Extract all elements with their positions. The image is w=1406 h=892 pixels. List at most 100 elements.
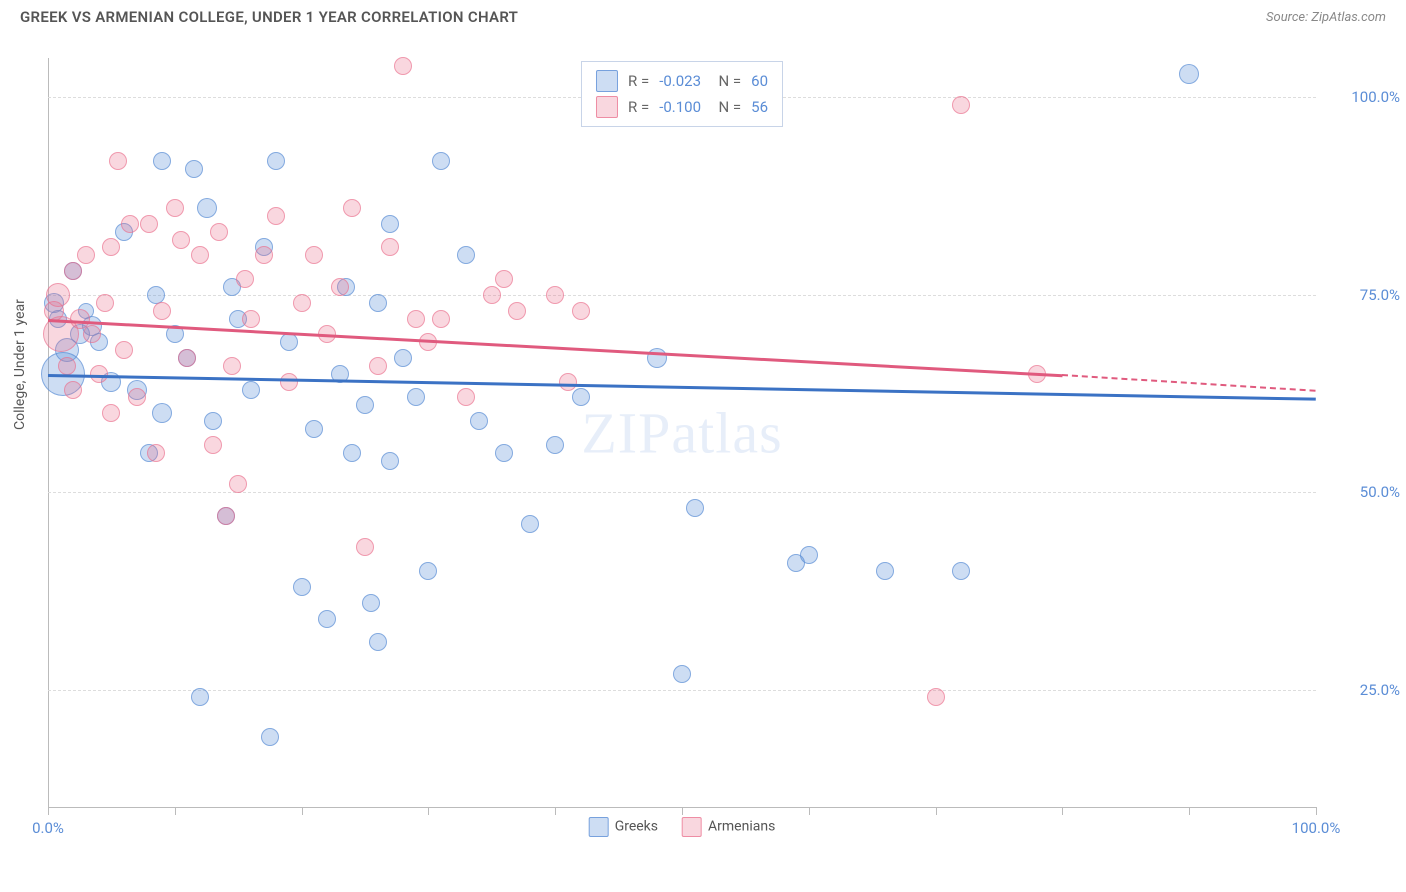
legend-n-value: 60: [751, 72, 768, 90]
scatter-point-greeks: [280, 333, 298, 351]
scatter-point-greeks: [800, 546, 818, 564]
scatter-point-armenians: [58, 357, 76, 375]
scatter-point-greeks: [362, 594, 380, 612]
legend-n-label: N =: [711, 98, 741, 116]
x-tick: [302, 807, 303, 815]
gridline: [48, 295, 1316, 296]
scatter-point-armenians: [483, 286, 501, 304]
scatter-point-armenians: [115, 341, 133, 359]
scatter-point-greeks: [1179, 64, 1199, 84]
watermark: ZIPatlas: [581, 399, 782, 466]
scatter-point-armenians: [96, 294, 114, 312]
chart-header: GREEK VS ARMENIAN COLLEGE, UNDER 1 YEAR …: [0, 0, 1406, 30]
legend-row: R =-0.100 N =56: [596, 94, 768, 120]
scatter-point-greeks: [407, 388, 425, 406]
scatter-point-armenians: [70, 309, 90, 329]
legend-r-value: -0.023: [659, 72, 701, 90]
chart-title: GREEK VS ARMENIAN COLLEGE, UNDER 1 YEAR …: [20, 8, 518, 26]
scatter-point-greeks: [267, 152, 285, 170]
scatter-point-armenians: [64, 381, 82, 399]
scatter-point-greeks: [191, 688, 209, 706]
scatter-chart: ZIPatlas 25.0%50.0%75.0%100.0%0.0%100.0%…: [48, 58, 1316, 808]
scatter-point-armenians: [229, 475, 247, 493]
y-tick-label: 25.0%: [1330, 681, 1400, 699]
x-tick: [1189, 807, 1190, 815]
legend-item: Greeks: [589, 817, 658, 837]
scatter-point-armenians: [305, 246, 323, 264]
scatter-point-armenians: [90, 365, 108, 383]
scatter-point-armenians: [204, 436, 222, 454]
legend-label: Greeks: [615, 819, 658, 835]
scatter-point-armenians: [495, 270, 513, 288]
y-tick-label: 75.0%: [1330, 286, 1400, 304]
y-tick-label: 50.0%: [1330, 483, 1400, 501]
legend-r-label: R =: [628, 72, 649, 90]
scatter-point-greeks: [204, 412, 222, 430]
scatter-point-greeks: [495, 444, 513, 462]
scatter-point-greeks: [197, 198, 217, 218]
scatter-point-armenians: [280, 373, 298, 391]
scatter-point-armenians: [394, 57, 412, 75]
scatter-point-armenians: [46, 283, 70, 307]
x-tick: [175, 807, 176, 815]
scatter-point-greeks: [572, 388, 590, 406]
scatter-point-armenians: [128, 388, 146, 406]
legend-swatch: [589, 817, 609, 837]
scatter-point-greeks: [381, 215, 399, 233]
legend-r-label: R =: [628, 98, 649, 116]
scatter-point-greeks: [185, 160, 203, 178]
trendline-dash-armenians: [1062, 374, 1316, 392]
scatter-point-greeks: [686, 499, 704, 517]
scatter-point-armenians: [927, 688, 945, 706]
scatter-point-armenians: [369, 357, 387, 375]
scatter-point-armenians: [407, 310, 425, 328]
scatter-point-greeks: [293, 578, 311, 596]
scatter-point-armenians: [546, 286, 564, 304]
x-tick: [428, 807, 429, 815]
y-axis-border: [48, 58, 49, 807]
legend-series: Greeks Armenians: [589, 817, 776, 837]
scatter-point-armenians: [457, 388, 475, 406]
scatter-point-armenians: [102, 404, 120, 422]
legend-label: Armenians: [708, 819, 775, 835]
scatter-point-greeks: [546, 436, 564, 454]
scatter-point-armenians: [210, 223, 228, 241]
scatter-point-greeks: [470, 412, 488, 430]
x-tick-label: 0.0%: [32, 819, 64, 837]
scatter-point-armenians: [153, 302, 171, 320]
scatter-point-armenians: [572, 302, 590, 320]
scatter-point-armenians: [77, 246, 95, 264]
scatter-point-armenians: [267, 207, 285, 225]
trendline-armenians: [48, 319, 1063, 377]
scatter-point-armenians: [172, 231, 190, 249]
legend-row: R = -0.023 N = 60: [596, 68, 768, 94]
scatter-point-greeks: [305, 420, 323, 438]
scatter-point-armenians: [381, 238, 399, 256]
scatter-point-greeks: [876, 562, 894, 580]
scatter-point-armenians: [140, 215, 158, 233]
x-tick: [555, 807, 556, 815]
scatter-point-armenians: [242, 310, 260, 328]
y-axis-label: College, Under 1 year: [12, 299, 28, 430]
scatter-point-armenians: [236, 270, 254, 288]
legend-n-label: N =: [711, 72, 741, 90]
scatter-point-greeks: [343, 444, 361, 462]
scatter-point-greeks: [432, 152, 450, 170]
scatter-point-greeks: [369, 633, 387, 651]
scatter-point-armenians: [83, 325, 101, 343]
scatter-point-armenians: [217, 507, 235, 525]
x-tick: [1062, 807, 1063, 815]
scatter-point-greeks: [242, 381, 260, 399]
legend-r-value: -0.100: [659, 98, 701, 116]
scatter-point-armenians: [64, 262, 82, 280]
scatter-point-greeks: [381, 452, 399, 470]
scatter-point-greeks: [457, 246, 475, 264]
scatter-point-armenians: [223, 357, 241, 375]
y-tick-label: 100.0%: [1330, 88, 1400, 106]
scatter-point-greeks: [394, 349, 412, 367]
scatter-point-armenians: [102, 238, 120, 256]
scatter-point-greeks: [261, 728, 279, 746]
scatter-point-armenians: [147, 444, 165, 462]
scatter-point-armenians: [178, 349, 196, 367]
scatter-point-armenians: [109, 152, 127, 170]
